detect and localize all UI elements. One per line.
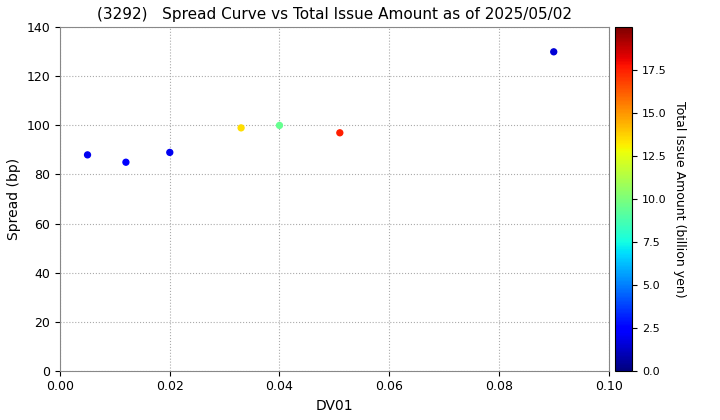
Y-axis label: Total Issue Amount (billion yen): Total Issue Amount (billion yen) xyxy=(673,101,686,297)
Point xyxy=(120,159,132,165)
Point xyxy=(82,152,94,158)
Point xyxy=(164,149,176,156)
Point xyxy=(235,124,247,131)
Title: (3292)   Spread Curve vs Total Issue Amount as of 2025/05/02: (3292) Spread Curve vs Total Issue Amoun… xyxy=(96,7,572,22)
Point xyxy=(334,129,346,136)
Point xyxy=(274,122,285,129)
Point xyxy=(548,48,559,55)
X-axis label: DV01: DV01 xyxy=(315,399,353,413)
Y-axis label: Spread (bp): Spread (bp) xyxy=(7,158,21,240)
